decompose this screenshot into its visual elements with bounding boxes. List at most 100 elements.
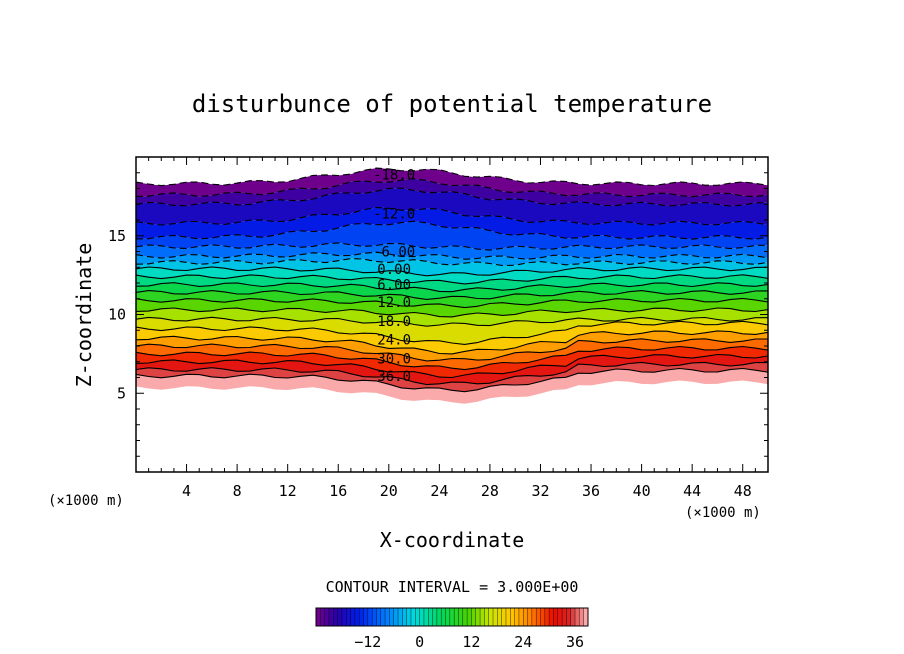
colorbar-swatch: [531, 608, 537, 626]
contour-line: [136, 290, 768, 300]
x-tick-label: 28: [481, 482, 499, 500]
colorbar-swatch: [389, 608, 395, 626]
contour-line: [136, 251, 768, 260]
x-tick-label: 36: [582, 482, 600, 500]
colorbar-swatch: [428, 608, 434, 626]
contour-band: [136, 168, 768, 197]
colorbar-swatch: [527, 608, 533, 626]
colorbar-swatch: [354, 608, 360, 626]
x-unit-label-right: (×1000 m): [685, 505, 761, 521]
contour-band: [136, 346, 768, 378]
colorbar-swatch: [415, 608, 421, 626]
colorbar-swatch: [328, 608, 334, 626]
contour-label: 36.0: [377, 369, 411, 385]
contour-band: [136, 290, 768, 308]
colorbar-swatch: [380, 608, 386, 626]
x-tick-label: 32: [531, 482, 549, 500]
colorbar-swatch: [510, 608, 516, 626]
contour-lines: [136, 167, 768, 393]
y-tick-label: 15: [108, 227, 126, 245]
colorbar-swatch: [324, 608, 330, 626]
x-tick-label: 24: [430, 482, 448, 500]
x-tick-label: 4: [182, 482, 191, 500]
contour-line: [136, 167, 768, 187]
colorbar-swatch: [540, 608, 546, 626]
y-tick-label: 10: [108, 306, 126, 324]
colorbar-swatch: [462, 608, 468, 626]
colorbar-swatch: [549, 608, 554, 626]
colorbar-swatch: [445, 608, 451, 626]
chart-title: disturbunce of potential temperature: [192, 90, 712, 118]
colorbar-swatch: [579, 608, 585, 626]
colorbar-tick-label: 24: [514, 633, 532, 651]
colorbar-swatch: [333, 608, 339, 626]
colorbar-tick-label: 12: [462, 633, 480, 651]
colorbar-swatch: [536, 608, 542, 626]
contour-line: [136, 178, 768, 198]
colorbar-swatch: [316, 608, 321, 626]
colorbar-swatch: [432, 608, 438, 626]
colorbar-swatch: [562, 608, 567, 626]
colorbar-swatch: [497, 608, 503, 626]
colorbar: [315, 608, 589, 626]
colorbar-swatch: [350, 608, 356, 626]
x-tick-label: 20: [380, 482, 398, 500]
x-tick-label: 16: [329, 482, 347, 500]
contour-line: [136, 266, 768, 277]
contour-line: [136, 307, 768, 318]
colorbar-swatch: [436, 608, 442, 626]
colorbar-swatch: [372, 608, 377, 626]
colorbar-tick-label: 36: [566, 633, 584, 651]
y-axis-ticks: 5 10 15: [108, 172, 768, 457]
colorbar-swatch: [423, 608, 429, 626]
colorbar-swatch: [505, 608, 511, 626]
x-tick-label: 12: [279, 482, 297, 500]
colorbar-swatch: [367, 608, 373, 626]
x-tick-label: 40: [633, 482, 651, 500]
x-axis-ticks: 4 8 12 16 20 24 28 32 36 40 44 48: [148, 157, 756, 500]
colorbar-tick-label: 0: [415, 633, 424, 651]
colorbar-swatch: [410, 608, 416, 626]
contour-line: [136, 338, 768, 362]
colorbar-swatch: [566, 608, 572, 626]
x-tick-label: 44: [683, 482, 701, 500]
contour-line: [136, 297, 768, 309]
colorbar-swatch: [518, 608, 524, 626]
x-tick-label: 8: [233, 482, 242, 500]
contour-band: [136, 330, 768, 361]
contour-band: [136, 317, 768, 345]
contour-line: [136, 316, 768, 327]
contour-label: -6.00: [373, 245, 415, 261]
colorbar-swatch: [553, 608, 559, 626]
colorbar-swatch: [514, 608, 520, 626]
colorbar-frame: [315, 607, 589, 627]
contour-band: [136, 258, 768, 276]
x-axis-label: X-coordinate: [380, 528, 525, 552]
colorbar-swatch: [557, 608, 563, 626]
contour-line: [136, 258, 768, 267]
colorbar-swatch: [575, 608, 580, 626]
contour-band: [136, 274, 768, 292]
colorbar-swatch: [523, 608, 529, 626]
colorbar-swatch: [441, 608, 447, 626]
contour-label: 24.0: [377, 333, 411, 349]
contour-band: [136, 338, 768, 370]
colorbar-swatch: [471, 608, 477, 626]
colorbar-swatch: [341, 608, 347, 626]
colorbar-swatch: [570, 608, 576, 626]
colorbar-ticks: −12 0 12 24 36: [354, 633, 584, 651]
contour-label: 6.00: [377, 278, 411, 294]
colorbar-swatch: [393, 608, 399, 626]
colorbar-swatch: [359, 608, 364, 626]
contour-label: 30.0: [377, 352, 411, 368]
contour-line: [136, 353, 768, 379]
contour-label: 0.00: [377, 262, 411, 278]
colorbar-swatch: [583, 608, 589, 626]
contour-line: [136, 361, 768, 386]
contour-interval-label: CONTOUR INTERVAL = 3.000E+00: [326, 578, 579, 596]
colorbar-swatch: [402, 608, 408, 626]
contour-line: [136, 206, 768, 226]
colorbar-swatch: [467, 608, 472, 626]
